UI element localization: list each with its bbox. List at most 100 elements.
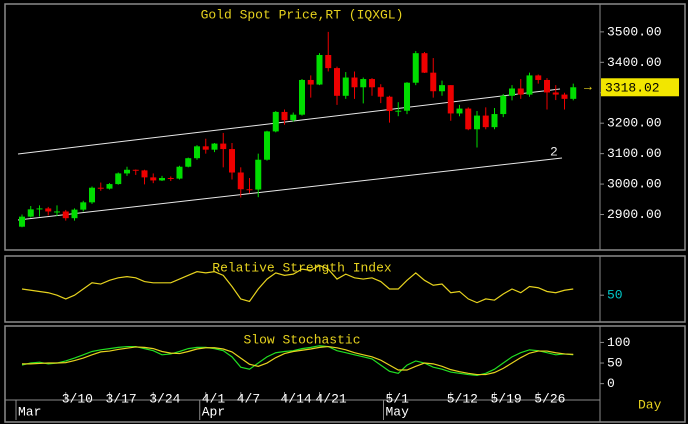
- candle-body: [272, 111, 279, 132]
- channel-line: [17, 157, 563, 221]
- candle-body: [517, 88, 524, 95]
- stochastic-panel: [4, 325, 686, 423]
- candle-body: [202, 146, 209, 150]
- candle-body: [27, 209, 34, 217]
- candle-body: [71, 209, 78, 219]
- candle-body: [281, 111, 288, 121]
- x-tick-label: 4/1: [202, 391, 226, 406]
- candle-body: [360, 79, 367, 88]
- candle-body: [430, 72, 437, 92]
- candle-body: [570, 87, 577, 99]
- candle-body: [106, 184, 113, 189]
- x-tick-label: 5/1: [386, 391, 410, 406]
- candle-body: [229, 149, 235, 173]
- candle-body: [159, 177, 165, 181]
- month-label: Apr: [202, 404, 225, 419]
- price-panel: [4, 3, 686, 251]
- x-tick-label: 5/26: [534, 391, 565, 406]
- candle-body: [246, 189, 253, 191]
- y-tick-label: 3500.00: [607, 24, 662, 39]
- candle-body: [439, 85, 445, 92]
- y-tick-label: 3100.00: [607, 146, 662, 161]
- x-tick-label: 4/7: [237, 391, 260, 406]
- last-price-label: 3318.02: [605, 81, 660, 96]
- panel-title: Slow Stochastic: [243, 332, 360, 347]
- candle-body: [421, 53, 428, 73]
- candle-body: [264, 131, 270, 160]
- x-tick-label: 3/10: [62, 391, 93, 406]
- candle-body: [509, 88, 515, 96]
- candle-body: [255, 159, 262, 190]
- x-tick-label: 3/17: [106, 391, 137, 406]
- candle-body: [115, 173, 122, 185]
- y-tick-label: 3200.00: [607, 116, 662, 131]
- candle-body: [491, 114, 498, 128]
- candle-body: [342, 77, 349, 96]
- candle-body: [211, 143, 218, 150]
- last-price-arrow: →: [584, 80, 592, 95]
- y-tick-label: 100: [607, 335, 630, 350]
- chart-title: Gold Spot Price,RT (IQXGL): [201, 7, 404, 22]
- y-tick-label: 2900.00: [607, 207, 662, 222]
- channel-label: 2: [550, 144, 558, 159]
- candle-body: [500, 95, 507, 115]
- series-line: [21, 264, 574, 304]
- candle-body: [167, 177, 174, 179]
- candle-body: [19, 216, 25, 227]
- panel-title: Relative Strength Index: [212, 260, 392, 275]
- candle-body: [404, 82, 410, 111]
- y-tick-label: 50: [607, 288, 623, 303]
- candle-body: [299, 79, 305, 115]
- candle-body: [482, 115, 489, 128]
- month-label: May: [386, 404, 410, 419]
- month-label: Mar: [18, 404, 41, 419]
- x-tick-label: 5/19: [491, 391, 522, 406]
- x-axis-label: Day: [638, 397, 662, 412]
- candle-body: [377, 87, 384, 97]
- x-tick-label: 5/12: [447, 391, 478, 406]
- candle-body: [176, 166, 183, 179]
- candle-body: [89, 187, 95, 203]
- x-tick-label: 3/24: [149, 391, 180, 406]
- candle-body: [141, 170, 148, 178]
- candle-body: [535, 75, 542, 80]
- candle-body: [132, 169, 139, 171]
- candle-body: [237, 172, 244, 190]
- candle-body: [456, 108, 463, 114]
- candle-body: [561, 94, 568, 99]
- y-tick-label: 3000.00: [607, 177, 662, 192]
- y-tick-label: 50: [607, 355, 623, 370]
- candle-body: [185, 158, 192, 167]
- y-tick-label: 3400.00: [607, 55, 662, 70]
- candle-body: [351, 77, 358, 88]
- y-tick-label: 0: [607, 376, 615, 391]
- candle-body: [307, 79, 314, 85]
- x-tick-label: 4/14: [281, 391, 312, 406]
- candle-body: [447, 85, 454, 114]
- candle-body: [80, 202, 87, 210]
- candle-body: [325, 55, 332, 69]
- candle-body: [36, 208, 43, 210]
- candle-body: [544, 79, 550, 93]
- candle-body: [290, 114, 297, 121]
- candle-body: [150, 177, 157, 181]
- candle-body: [474, 115, 480, 130]
- candle-body: [395, 110, 402, 112]
- candle-body: [369, 79, 375, 88]
- candle-body: [334, 68, 340, 96]
- candle-body: [124, 169, 130, 174]
- x-tick-label: 4/21: [316, 391, 347, 406]
- candle-body: [45, 208, 52, 212]
- candle-body: [526, 75, 533, 95]
- candle-body: [220, 143, 227, 150]
- candle-body: [62, 211, 69, 219]
- candle-body: [412, 53, 419, 83]
- series-line: [22, 345, 574, 376]
- candle-body: [54, 211, 60, 213]
- candle-body: [194, 146, 200, 159]
- candle-body: [97, 187, 104, 189]
- candle-body: [386, 96, 393, 112]
- last-price-box: [601, 78, 679, 97]
- candle-body: [465, 108, 472, 130]
